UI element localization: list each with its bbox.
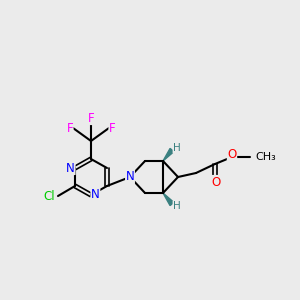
Text: CH₃: CH₃	[255, 152, 276, 162]
Text: F: F	[66, 122, 73, 134]
Text: F: F	[109, 122, 116, 134]
Text: Cl: Cl	[44, 190, 55, 202]
Polygon shape	[163, 193, 174, 206]
Text: O: O	[212, 176, 220, 188]
Text: N: N	[66, 161, 75, 175]
Text: O: O	[227, 148, 237, 161]
Text: H: H	[173, 143, 181, 153]
Text: N: N	[126, 170, 134, 184]
Text: N: N	[91, 188, 100, 202]
Text: F: F	[88, 112, 94, 124]
Text: H: H	[173, 201, 181, 211]
Polygon shape	[163, 148, 174, 161]
